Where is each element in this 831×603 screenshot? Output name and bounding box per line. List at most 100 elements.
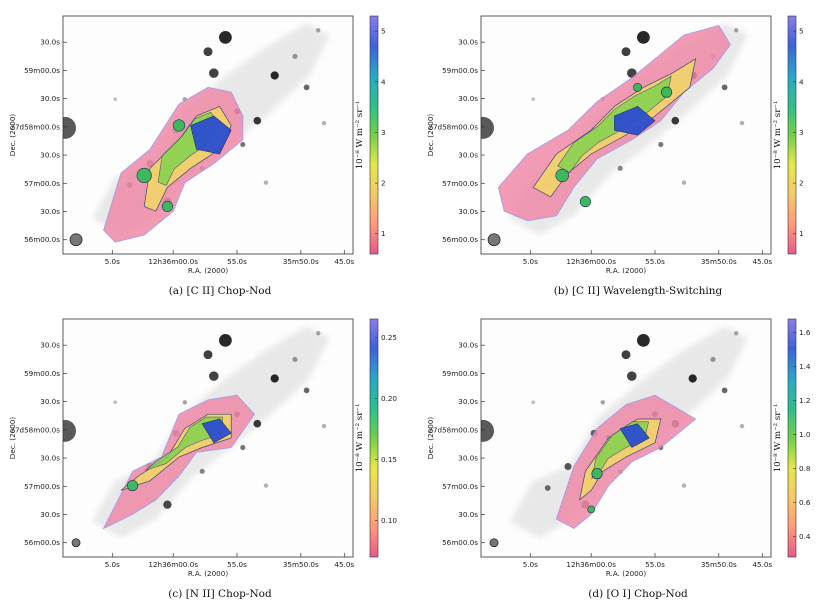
x-axis-label: R.A. (2000)	[606, 569, 646, 578]
x-tick-label: 12h36m00.0s	[566, 560, 616, 569]
chart-svg: 30.0s 59m00.0s 30.0s 27d58m00.0s 30.0s 57m00.…	[8, 15, 386, 297]
y-tick-label: 30.0s	[458, 397, 478, 406]
star-source	[270, 71, 279, 80]
y-tick-label: 56m00.0s	[24, 235, 60, 244]
x-tick-label: 5.0s	[523, 257, 538, 266]
y-axis-label: Dec. (2000)	[426, 114, 435, 157]
panel-d: 30.0s 59m00.0s 30.0s 27d58m00.0s 30.0s 57m00.…	[418, 303, 828, 600]
colorbar-label: 10⁻⁸ W m⁻² sr⁻¹	[773, 101, 783, 170]
colorbar-tick-label: 3	[381, 128, 386, 137]
x-axis-label: R.A. (2000)	[188, 569, 228, 578]
emission-high	[145, 416, 223, 471]
panel-c: 30.0s 59m00.0s 30.0s 27d58m00.0s 30.0s 57m00.…	[0, 303, 410, 600]
image-layer	[63, 23, 330, 247]
y-tick-label: 56m00.0s	[442, 538, 478, 547]
y-tick-label: 30.0s	[458, 510, 478, 519]
colorbar-tick-label: 4	[381, 77, 386, 86]
star-source	[637, 334, 650, 347]
emission-knot	[633, 83, 642, 92]
x-tick-label: 45.0s	[334, 560, 354, 569]
y-tick-label: 59m00.0s	[442, 66, 478, 75]
y-tick-label: 30.0s	[40, 510, 60, 519]
image-layer	[481, 326, 748, 548]
colorbar-tick-label: 3	[799, 128, 804, 137]
y-axis-label: Dec. (2000)	[8, 417, 17, 460]
x-tick-label: 5.0s	[105, 560, 120, 569]
x-tick-label: 5.0s	[523, 560, 538, 569]
colorbar-tick-label: 2	[381, 179, 386, 188]
star-source	[321, 423, 327, 429]
star-source	[637, 31, 650, 44]
star-source	[531, 97, 536, 102]
emission-knot	[172, 119, 186, 132]
colorbar-tick-label: 1.4	[799, 362, 811, 371]
panel-b: 30.0s 59m00.0s 30.0s 27d58m00.0s 30.0s 57m00.…	[418, 0, 828, 297]
star-source	[113, 97, 118, 102]
star-source	[240, 444, 246, 451]
y-tick-label: 56m00.0s	[24, 538, 60, 547]
x-axis-label: R.A. (2000)	[188, 266, 228, 275]
panel-caption: (a) [C II] Chop-Nod	[169, 285, 272, 296]
emission-knot	[555, 168, 569, 183]
chart-svg: 30.0s 59m00.0s 30.0s 27d58m00.0s 30.0s 57m00.…	[426, 318, 811, 600]
star-source	[240, 141, 246, 148]
colorbar-tick-label: 0.4	[799, 532, 811, 541]
star-source	[627, 371, 637, 381]
x-tick-label: 5.0s	[105, 257, 120, 266]
beam-circle	[71, 538, 81, 548]
star-source	[199, 468, 205, 474]
chart-svg: 30.0s 59m00.0s 30.0s 27d58m00.0s 30.0s 57m00.…	[8, 318, 397, 600]
colorbar-tick-label: 0.15	[381, 455, 397, 464]
x-axis-label: R.A. (2000)	[606, 266, 646, 275]
emission-peak	[614, 106, 656, 136]
panel-caption: (b) [C II] Wavelength-Switching	[554, 285, 723, 296]
plot-frame	[62, 318, 354, 558]
star-source	[203, 47, 213, 57]
y-tick-label: 30.0s	[458, 38, 478, 47]
star-source	[303, 387, 310, 394]
beam-circle	[487, 233, 501, 247]
emission-peak	[201, 418, 232, 444]
y-tick-label: 30.0s	[40, 207, 60, 216]
star-source	[113, 400, 118, 405]
star-source	[219, 31, 232, 44]
star-source	[270, 374, 279, 383]
emission-knot	[591, 468, 603, 480]
y-tick-label: 27d58m00.0s	[10, 122, 60, 131]
y-tick-label: 59m00.0s	[24, 66, 60, 75]
star-source	[671, 116, 680, 125]
emission-peak	[190, 115, 232, 155]
y-tick-label: 57m00.0s	[442, 482, 478, 491]
star-source	[681, 180, 687, 185]
x-tick-label: 45.0s	[334, 257, 354, 266]
star-source	[303, 84, 310, 91]
star-source	[209, 68, 219, 78]
star-source	[209, 371, 219, 381]
colorbar	[787, 318, 797, 558]
x-tick-label: 35m50.0s	[283, 257, 319, 266]
y-tick-label: 30.0s	[40, 397, 60, 406]
emission-knot	[579, 196, 591, 208]
beam-circle	[69, 233, 83, 247]
x-tick-label: 55.0s	[645, 560, 665, 569]
star-source	[617, 165, 623, 171]
y-tick-label: 30.0s	[40, 454, 60, 463]
beam-circle	[489, 538, 499, 548]
star-source	[739, 423, 745, 429]
star-source	[688, 374, 697, 383]
edge-star	[63, 116, 76, 139]
edge-star	[481, 116, 494, 139]
y-axis-label: Dec. (2000)	[8, 114, 17, 157]
x-tick-label: 35m50.0s	[701, 257, 737, 266]
plot-frame	[480, 15, 772, 255]
colorbar-label: 10⁻⁸ W m⁻² sr⁻¹	[773, 404, 783, 473]
plot-frame	[480, 318, 772, 558]
colorbar-tick-label: 0.20	[381, 394, 397, 403]
star-source	[253, 116, 262, 125]
star-source	[292, 356, 298, 363]
star-source	[163, 500, 172, 509]
star-source	[621, 350, 631, 360]
y-tick-label: 27d58m00.0s	[10, 425, 60, 434]
star-source	[182, 400, 188, 405]
y-tick-label: 27d58m00.0s	[428, 122, 478, 131]
